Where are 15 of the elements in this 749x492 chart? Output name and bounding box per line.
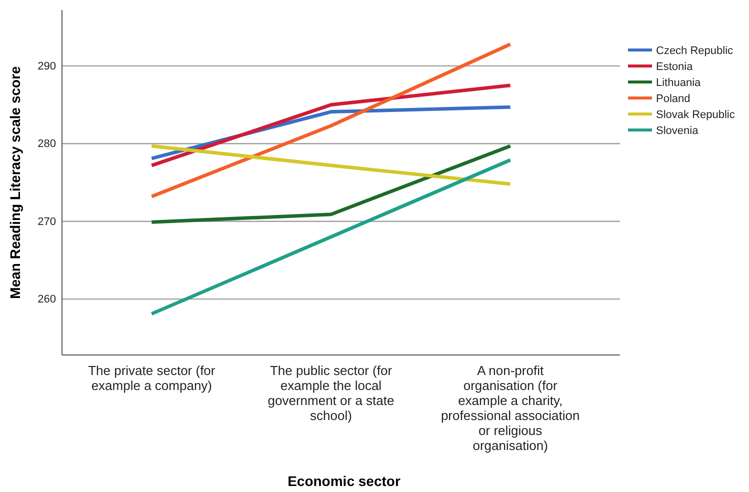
x-tick-label: A non-profit organisation (for example a charity, professional association or religious organisation): [440, 363, 580, 453]
x-axis-title: Economic sector: [288, 473, 401, 489]
legend-label: Poland: [656, 93, 690, 105]
legend-label: Lithuania: [656, 77, 702, 89]
legend-label: Estonia: [656, 61, 694, 73]
y-tick-label: 260: [38, 294, 56, 306]
y-tick-label: 290: [38, 60, 56, 72]
legend-label: Slovak Republic: [656, 109, 736, 121]
x-tick-label: The public sector (for example the local government or a state school): [268, 363, 394, 423]
y-axis-title: Mean Reading Literacy scale score: [7, 66, 23, 299]
y-tick-label: 270: [38, 216, 56, 228]
y-tick-label: 280: [38, 138, 56, 150]
legend-label: Slovenia: [656, 125, 700, 137]
x-tick-label: The private sector (for example a company): [88, 363, 216, 393]
legend-label: Czech Republic: [656, 45, 734, 57]
